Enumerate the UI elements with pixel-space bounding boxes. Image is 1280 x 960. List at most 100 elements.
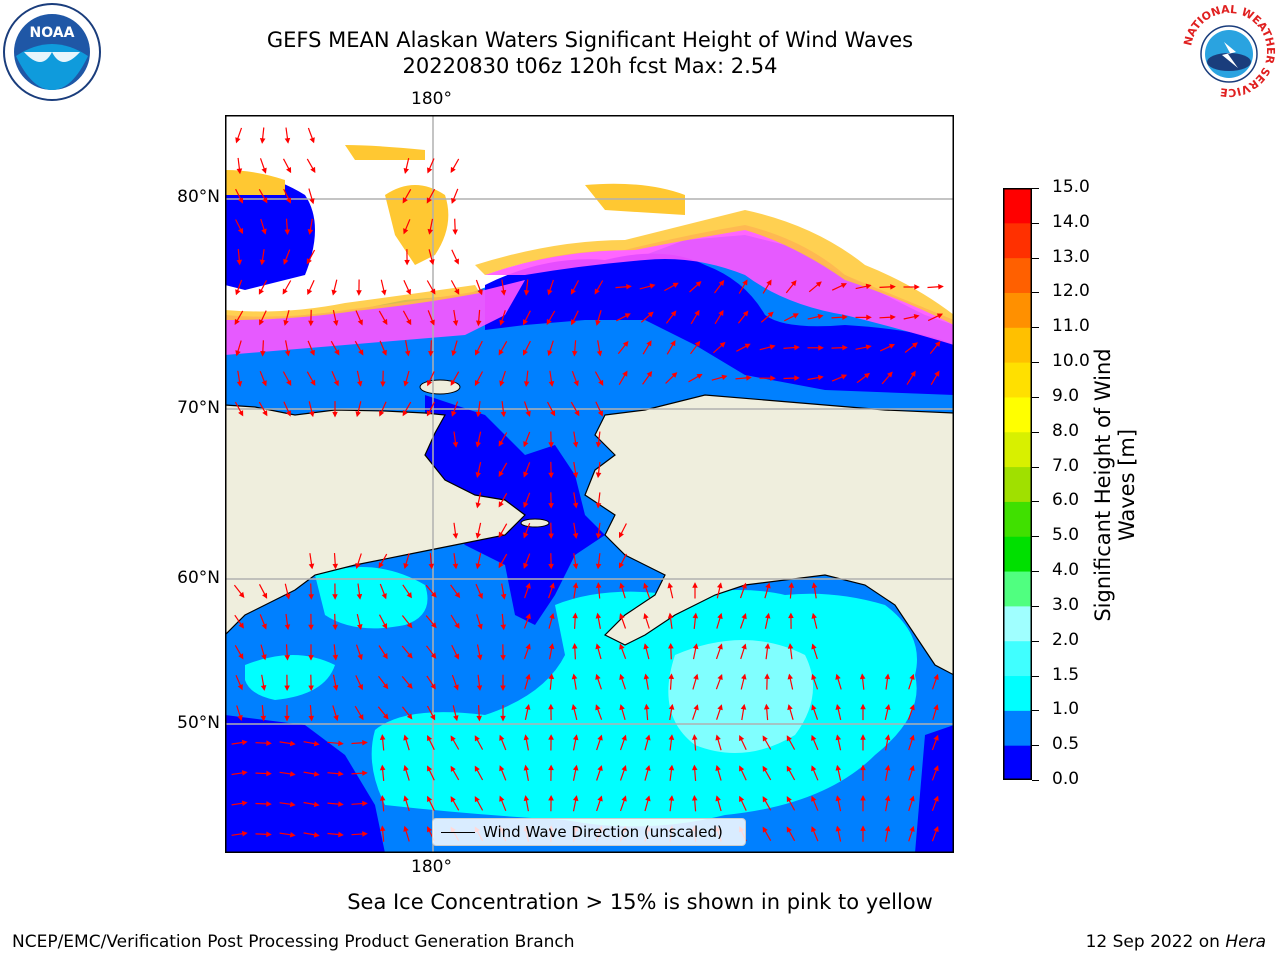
wave-direction-arrowhead xyxy=(572,795,579,802)
wave-direction-arrowhead xyxy=(786,826,792,833)
wave-direction-arrowhead xyxy=(523,349,528,356)
wave-direction-arrowhead xyxy=(595,582,602,589)
wave-direction-arrowhead xyxy=(715,734,721,741)
colorbar xyxy=(1003,188,1032,780)
colorbar-tick-mark xyxy=(1032,571,1039,573)
wave-direction-arrowhead xyxy=(259,259,266,266)
wave-direction-arrowhead xyxy=(402,197,408,204)
wave-direction-arrowhead xyxy=(765,582,771,589)
wave-direction-arrowhead xyxy=(338,770,344,777)
wave-direction-arrowhead xyxy=(476,715,482,722)
wave-zone-aleutian-west xyxy=(245,655,335,700)
wave-direction-arrowhead xyxy=(884,734,891,741)
wave-direction-arrowhead xyxy=(523,471,529,478)
wave-direction-arrowhead xyxy=(667,612,674,619)
wave-direction-arrowhead xyxy=(474,765,480,772)
wave-direction-arrowhead xyxy=(548,734,554,740)
wave-direction-arrowhead xyxy=(356,593,363,600)
wave-direction-arrowhead xyxy=(626,283,632,290)
wave-direction-arrowhead xyxy=(523,289,530,296)
colorbar-segment xyxy=(1003,571,1032,607)
wave-direction-arrowhead xyxy=(403,764,409,772)
wave-direction-arrowhead xyxy=(619,531,624,539)
wave-direction-arrowhead xyxy=(866,314,872,321)
lat-label-80n: 80°N xyxy=(177,187,220,207)
wave-direction-arrowhead xyxy=(547,289,553,296)
colorbar-tick-label: 9.0 xyxy=(1052,385,1080,406)
wave-direction-arrowhead xyxy=(403,380,409,387)
wave-direction-arrowhead xyxy=(308,715,315,722)
wave-direction-arrowhead xyxy=(523,501,529,509)
wave-direction-arrowhead xyxy=(692,612,699,619)
wave-direction-arrowhead xyxy=(474,349,481,356)
wave-direction-arrowhead xyxy=(430,683,436,690)
wave-direction-arrowhead xyxy=(811,765,817,772)
wave-direction-arrowhead xyxy=(379,734,386,741)
wave-direction-arrowhead xyxy=(406,592,412,599)
wave-direction-arrowhead xyxy=(811,673,817,680)
wave-direction-arrowhead xyxy=(261,228,267,235)
wave-direction-arrowhead xyxy=(475,502,481,509)
wave-direction-arrowhead xyxy=(310,166,316,174)
wave-direction-arrowhead xyxy=(811,704,817,711)
wave-direction-arrowhead xyxy=(762,765,768,772)
wave-direction-arrowhead xyxy=(258,288,264,295)
wave-direction-arrowhead xyxy=(313,832,320,838)
wave-direction-arrowhead xyxy=(499,319,505,326)
wave-direction-arrowhead xyxy=(380,381,386,388)
wave-direction-arrowhead xyxy=(451,410,457,417)
wave-direction-arrowhead xyxy=(525,703,531,710)
colorbar-tick-mark xyxy=(1032,327,1039,329)
wave-direction-arrowhead xyxy=(523,795,530,802)
colorbar-tick-mark xyxy=(1032,292,1039,294)
wave-direction-arrowhead xyxy=(523,562,529,569)
wave-direction-arrowhead xyxy=(453,684,459,691)
wave-direction-arrowhead xyxy=(574,410,580,417)
colorbar-tick-mark xyxy=(1032,710,1039,712)
wave-direction-arrowhead xyxy=(594,288,600,295)
wave-direction-arrowhead xyxy=(525,410,531,417)
wave-direction-arrowhead xyxy=(548,643,555,650)
wave-direction-arrowhead xyxy=(718,279,725,286)
wave-direction-arrowhead xyxy=(741,673,747,680)
wave-direction-arrowhead xyxy=(241,830,248,837)
low-wave-zone-chukchi xyxy=(485,253,954,395)
wave-direction-arrowhead xyxy=(307,229,314,235)
wave-direction-arrowhead xyxy=(477,623,483,630)
wave-direction-arrowhead xyxy=(818,345,824,351)
wave-direction-arrowhead xyxy=(283,319,289,326)
wave-direction-arrowhead xyxy=(362,800,368,807)
wave-direction-arrowhead xyxy=(332,594,338,600)
wave-direction-arrowhead xyxy=(406,713,413,720)
wave-direction-arrowhead xyxy=(450,166,456,174)
colorbar-tick-mark xyxy=(1032,222,1039,224)
wave-direction-arrowhead xyxy=(721,374,728,381)
wave-direction-arrowhead xyxy=(500,289,507,296)
wave-direction-arrowhead xyxy=(694,340,701,347)
wave-direction-arrowhead xyxy=(355,411,361,418)
wave-direction-arrowhead xyxy=(379,794,386,801)
wave-direction-arrowhead xyxy=(405,288,411,296)
wave-direction-arrowhead xyxy=(523,441,529,448)
wave-direction-arrowhead xyxy=(356,290,362,296)
wave-direction-arrowhead xyxy=(266,831,272,838)
wave-direction-arrowhead xyxy=(884,825,891,832)
wave-direction-arrowhead xyxy=(788,582,795,588)
wave-direction-arrowhead xyxy=(717,612,723,620)
wave-direction-arrowhead xyxy=(236,168,243,175)
wave-direction-arrowhead xyxy=(646,340,652,347)
wave-direction-arrowhead xyxy=(308,320,314,327)
footer-date: 12 Sep 2022 on Hera xyxy=(1086,932,1266,952)
wave-direction-arrowhead xyxy=(284,350,291,357)
wave-direction-arrowhead xyxy=(307,288,313,296)
wave-direction-arrowhead xyxy=(313,801,320,808)
wave-direction-arrowhead xyxy=(357,624,363,630)
wave-zone-bering-west xyxy=(315,567,428,629)
colorbar-tick-mark xyxy=(1032,362,1039,364)
colorbar-tick-mark xyxy=(1032,640,1039,642)
colorbar-tick-label: 4.0 xyxy=(1052,560,1080,581)
wave-direction-arrowhead xyxy=(474,796,480,803)
colorbar-tick-label: 3.0 xyxy=(1052,594,1080,615)
wave-direction-arrowhead xyxy=(379,825,386,832)
wave-direction-arrowhead xyxy=(406,683,413,690)
